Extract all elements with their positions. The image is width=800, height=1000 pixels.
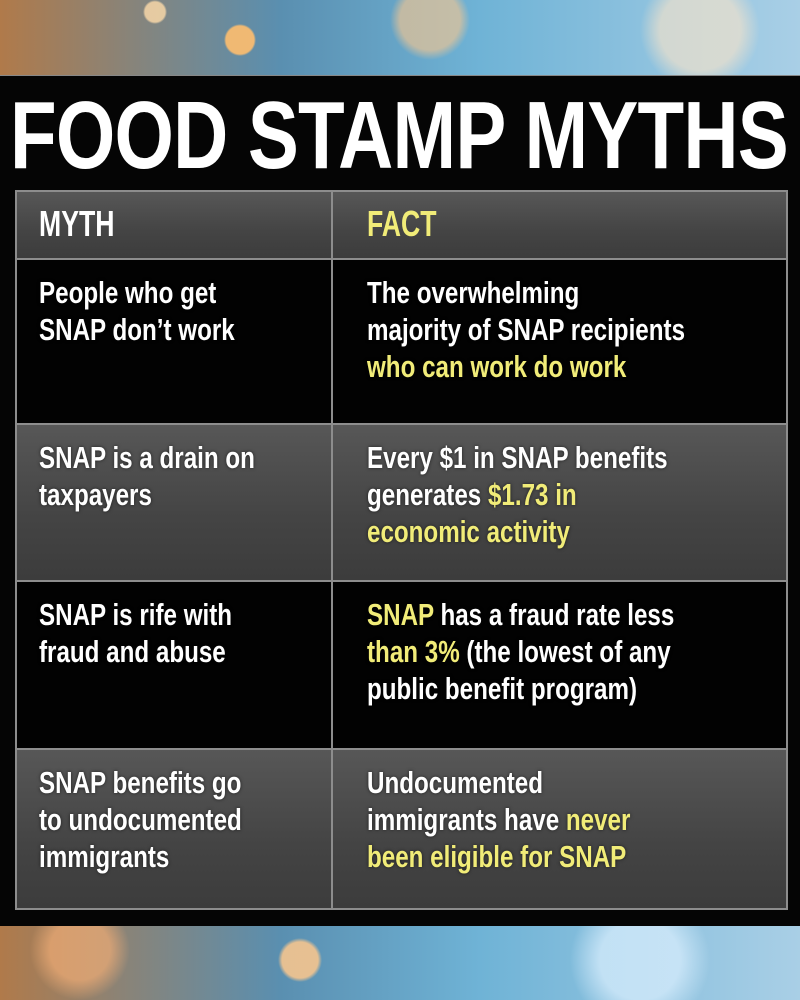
highlighted-text: economic activity (367, 514, 570, 549)
text-segment: SNAP don’t work (39, 312, 235, 347)
myth-cell: SNAP is a drain on taxpayers (17, 425, 333, 580)
fact-line: majority of SNAP recipients (367, 311, 694, 348)
fact-line: who can work do work (367, 348, 694, 385)
highlighted-text: $1.73 in (487, 477, 577, 512)
myth-line: People who get (39, 274, 267, 311)
text-segment: taxpayers (39, 477, 152, 512)
myth-line: to undocumented (39, 801, 267, 838)
fact-line: economic activity (367, 513, 694, 550)
highlighted-text: than 3% (367, 634, 460, 669)
text-segment: to undocumented (39, 802, 242, 837)
fact-line: generates $1.73 in (367, 476, 694, 513)
fact-line: immigrants have never (367, 801, 694, 838)
fact-line: than 3% (the lowest of any (367, 633, 694, 670)
fact-line: The overwhelming (367, 274, 694, 311)
fact-cell: SNAP has a fraud rate less than 3% (the l… (333, 582, 786, 748)
text-segment: immigrants (39, 839, 170, 874)
fact-cell: The overwhelming majority of SNAP recipie… (333, 260, 786, 423)
text-segment: (the lowest of any (459, 634, 671, 669)
header-cell-myth: MYTH (17, 192, 333, 258)
table-row: SNAP is rife with fraud and abuse SNAP has… (17, 580, 786, 748)
fact-line: public benefit program) (367, 670, 694, 707)
text-segment: fraud and abuse (39, 634, 226, 669)
fact-line: Undocumented (367, 764, 694, 801)
text-segment: The overwhelming (367, 275, 580, 310)
myth-line: SNAP benefits go (39, 764, 267, 801)
myth-line: SNAP is a drain on (39, 439, 267, 476)
text-segment: has a fraud rate less (433, 597, 675, 632)
text-segment: majority of SNAP recipients (367, 312, 686, 347)
highlighted-text: been eligible for SNAP (367, 839, 627, 874)
text-segment: Undocumented (367, 765, 543, 800)
highlighted-text: never (565, 802, 631, 837)
myth-line: immigrants (39, 838, 267, 875)
fact-line: SNAP has a fraud rate less (367, 596, 694, 633)
text-segment: Every $1 in SNAP benefits (367, 440, 668, 475)
text-segment: People who get (39, 275, 217, 310)
header-cell-fact: FACT (333, 192, 786, 258)
table-row: SNAP is a drain on taxpayers Every $1 in S… (17, 423, 786, 580)
header-myth: MYTH (39, 203, 115, 244)
text-segment: SNAP benefits go (39, 765, 242, 800)
myth-cell: SNAP is rife with fraud and abuse (17, 582, 333, 748)
page-title: FOOD STAMP MYTHS (10, 82, 789, 189)
table-row: SNAP benefits go to undocumented immigrant… (17, 748, 786, 908)
fact-cell: Every $1 in SNAP benefits generates $1.73… (333, 425, 786, 580)
myth-fact-table: MYTH FACT People who get SNAP don’t work T… (15, 190, 788, 910)
myth-cell: SNAP benefits go to undocumented immigrant… (17, 750, 333, 908)
text-segment: generates (367, 477, 488, 512)
table-header-row: MYTH FACT (17, 192, 786, 258)
header-fact: FACT (367, 203, 437, 244)
myth-line: SNAP is rife with (39, 596, 267, 633)
text-segment: SNAP is rife with (39, 597, 233, 632)
text-segment: immigrants have (367, 802, 566, 837)
highlighted-text: SNAP (367, 597, 434, 632)
myth-line: SNAP don’t work (39, 311, 267, 348)
fact-line: Every $1 in SNAP benefits (367, 439, 694, 476)
table-row: People who get SNAP don’t work The overwhe… (17, 258, 786, 423)
fact-line: been eligible for SNAP (367, 838, 694, 875)
text-segment: SNAP is a drain on (39, 440, 255, 475)
highlighted-text: who can work do work (367, 349, 627, 384)
myth-line: taxpayers (39, 476, 267, 513)
myth-line: fraud and abuse (39, 633, 267, 670)
myth-cell: People who get SNAP don’t work (17, 260, 333, 423)
text-segment: public benefit program) (367, 671, 638, 706)
fact-cell: Undocumented immigrants have never been el… (333, 750, 786, 908)
